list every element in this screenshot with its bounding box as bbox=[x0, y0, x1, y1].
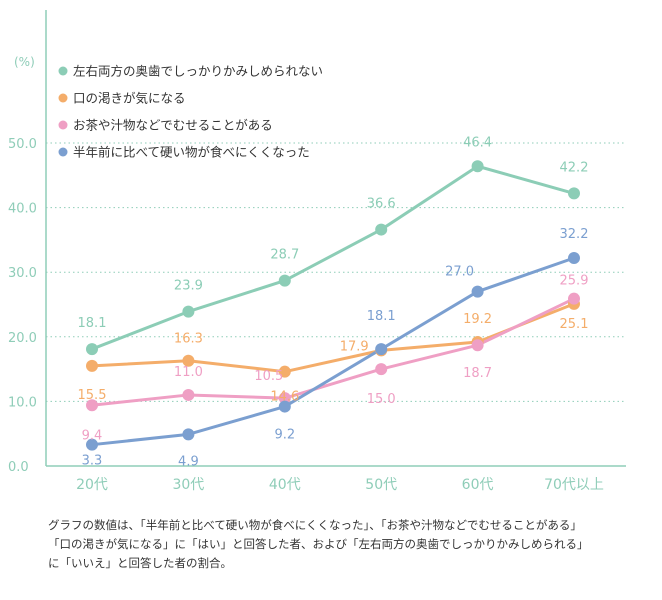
data-label: 19.2 bbox=[463, 312, 492, 327]
data-label: 11.0 bbox=[174, 365, 203, 380]
legend-label: 半年前に比べて硬い物が食べにくくなった bbox=[73, 145, 310, 160]
data-label: 23.9 bbox=[174, 279, 203, 294]
y-tick-label: 10.0 bbox=[8, 395, 37, 410]
data-point bbox=[568, 187, 580, 200]
data-point bbox=[568, 292, 580, 305]
data-point bbox=[86, 359, 98, 372]
y-tick-label: 20.0 bbox=[8, 331, 37, 346]
x-category-label: 60代 bbox=[462, 477, 494, 493]
data-label: 15.0 bbox=[367, 392, 396, 407]
data-point bbox=[375, 343, 388, 356]
data-point bbox=[86, 399, 98, 412]
data-label: 36.6 bbox=[367, 197, 396, 212]
data-points bbox=[86, 160, 580, 451]
x-category-label: 40代 bbox=[269, 477, 301, 493]
legend-label: 口の渇きが気になる bbox=[73, 91, 186, 106]
data-label: 46.4 bbox=[463, 135, 492, 150]
data-label: 25.1 bbox=[560, 317, 589, 332]
data-point bbox=[568, 251, 580, 264]
footnote-line-2: 「口の渇きが気になる」に「はい」と回答した者、および「左右両方の奥歯でしっかりか… bbox=[48, 537, 589, 551]
x-category-label: 30代 bbox=[172, 477, 204, 493]
data-point bbox=[182, 354, 195, 367]
data-label: 28.7 bbox=[270, 248, 299, 263]
data-point bbox=[471, 160, 484, 173]
legend-marker bbox=[58, 147, 68, 157]
data-label: 16.3 bbox=[174, 332, 203, 347]
line-chart: (%) 0.0 10.0 20.0 30.0 40.0 50.0 20代 30代 40代 50代 60… bbox=[8, 10, 626, 493]
series-lines bbox=[90, 164, 576, 447]
data-label: 32.2 bbox=[560, 227, 589, 242]
data-label: 42.2 bbox=[560, 160, 589, 175]
y-tick-label: 0.0 bbox=[8, 460, 29, 475]
data-label: 27.0 bbox=[445, 265, 474, 280]
series-line bbox=[90, 302, 576, 374]
y-axis-unit: (%) bbox=[14, 55, 35, 69]
y-tick-label: 30.0 bbox=[8, 266, 37, 281]
data-label: 10.5 bbox=[254, 369, 283, 384]
legend-label: 左右両方の奥歯でしっかりかみしめられない bbox=[73, 64, 323, 79]
legend-marker bbox=[58, 120, 68, 130]
data-point bbox=[278, 365, 291, 378]
data-point bbox=[278, 392, 291, 405]
footnote: グラフの数値は、「半年前と比べて硬い物が食べにくくなった」、「お茶や汁物などでむ… bbox=[48, 516, 658, 573]
data-label: 9.2 bbox=[274, 428, 295, 443]
legend: 左右両方の奥歯でしっかりかみしめられない口の渇きが気になるお茶や汁物などでむせる… bbox=[58, 64, 323, 160]
data-label: 17.9 bbox=[340, 339, 369, 354]
data-point bbox=[86, 343, 98, 356]
data-point bbox=[182, 305, 195, 318]
data-label: 18.1 bbox=[78, 316, 107, 331]
series-line bbox=[90, 297, 576, 407]
data-point bbox=[278, 274, 291, 287]
data-labels: 18.1 23.9 28.7 36.6 46.4 42.2 15.5 16.3 14.6 17.9… bbox=[78, 135, 589, 469]
legend-label: お茶や汁物などでむせることがある bbox=[73, 118, 273, 133]
data-point bbox=[278, 400, 291, 413]
data-point bbox=[86, 438, 98, 451]
footnote-line-3: に「いいえ」と回答した者の割合。 bbox=[48, 556, 232, 570]
data-label: 4.9 bbox=[178, 454, 199, 469]
data-point bbox=[471, 285, 484, 298]
legend-marker bbox=[58, 66, 68, 76]
data-label: 25.9 bbox=[560, 274, 589, 289]
y-tick-label: 50.0 bbox=[8, 137, 37, 152]
data-point bbox=[375, 223, 388, 236]
data-label: 18.7 bbox=[463, 366, 492, 381]
data-point bbox=[182, 428, 195, 441]
series-line bbox=[90, 164, 576, 351]
data-label: 18.1 bbox=[367, 309, 396, 324]
legend-marker bbox=[58, 93, 68, 103]
data-label: 15.5 bbox=[78, 388, 107, 403]
data-label: 3.3 bbox=[82, 454, 103, 469]
footnote-line-1: グラフの数値は、「半年前と比べて硬い物が食べにくくなった」、「お茶や汁物などでむ… bbox=[48, 518, 582, 532]
series-line bbox=[90, 256, 576, 447]
y-tick-label: 40.0 bbox=[8, 202, 37, 217]
data-label: 14.6 bbox=[270, 390, 299, 405]
x-category-label: 20代 bbox=[76, 477, 108, 493]
x-category-label: 70代以上 bbox=[544, 477, 604, 493]
data-point bbox=[375, 363, 388, 376]
axes: (%) 0.0 10.0 20.0 30.0 40.0 50.0 20代 30代 40代 50代 60… bbox=[8, 10, 626, 493]
x-category-label: 50代 bbox=[365, 477, 397, 493]
data-point bbox=[471, 339, 484, 352]
data-label: 9.4 bbox=[82, 428, 103, 443]
data-point bbox=[182, 388, 195, 401]
